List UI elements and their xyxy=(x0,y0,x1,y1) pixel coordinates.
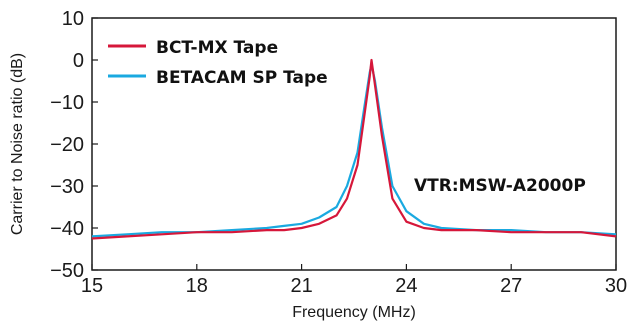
y-tick-label: −20 xyxy=(50,134,84,156)
y-tick-label: 10 xyxy=(62,8,84,30)
y-tick-label: −10 xyxy=(50,92,84,114)
y-tick-label: −30 xyxy=(50,176,84,198)
series-line-bct-mx-tape xyxy=(91,58,617,240)
legend-label-bct-mx: BCT-MX Tape xyxy=(156,38,278,58)
y-axis-label: Carrier to Noise ratio (dB) xyxy=(9,53,26,235)
y-tick-label: 0 xyxy=(73,50,84,72)
legend: BCT-MX Tape BETACAM SP Tape xyxy=(108,38,328,88)
series-line-betacam-sp-tape xyxy=(91,63,617,238)
legend-label-betacam-sp: BETACAM SP Tape xyxy=(156,68,328,88)
series-lines xyxy=(91,58,617,240)
x-tick-label: 30 xyxy=(605,275,627,297)
y-tick-label: −50 xyxy=(50,260,84,282)
x-axis-label: Frequency (MHz) xyxy=(292,304,416,321)
x-tick-label: 21 xyxy=(290,275,312,297)
x-tick-label: 24 xyxy=(395,275,417,297)
y-axis: 10 0 −10 −20 −30 −40 −50 xyxy=(50,8,98,282)
x-tick-label: 15 xyxy=(81,275,103,297)
x-tick-label: 18 xyxy=(186,275,208,297)
vtr-annotation: VTR:MSW-A2000P xyxy=(414,176,586,196)
y-tick-label: −40 xyxy=(50,218,84,240)
x-tick-label: 27 xyxy=(500,275,522,297)
x-axis: 15 18 21 24 27 30 xyxy=(81,264,627,297)
